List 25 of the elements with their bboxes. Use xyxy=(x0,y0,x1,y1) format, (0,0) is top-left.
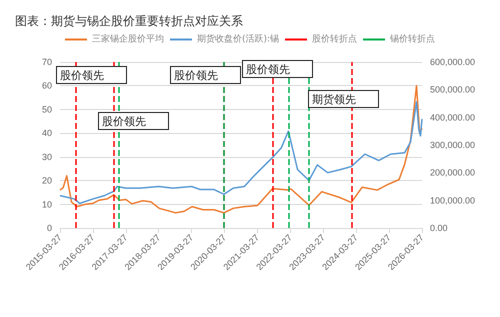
annotation: 股价领先 xyxy=(174,69,218,82)
y-tick-label: 70 xyxy=(42,57,52,67)
y-tick-label: 50 xyxy=(42,104,52,114)
annotation: 期货领先 xyxy=(312,93,356,106)
annotation: 股价领先 xyxy=(102,115,146,128)
y-tick-label: 20 xyxy=(42,176,52,186)
legend-label: 三家锡企股价平均 xyxy=(92,34,164,44)
y2-tick-label: 100,000.00 xyxy=(430,195,476,206)
annotation: 股价领先 xyxy=(246,63,290,76)
y-tick-label: 30 xyxy=(42,152,52,162)
y-tick-label: 10 xyxy=(42,199,52,210)
annotation: 股价领先 xyxy=(60,69,104,82)
y2-tick-label: 300,000.00 xyxy=(430,140,476,150)
legend-label: 股价转折点 xyxy=(312,34,358,44)
chart-title: 图表：期货与锡企股价重要转折点对应关系 xyxy=(15,14,243,28)
legend-label: 期货收盘价(活跃):锡 xyxy=(196,34,280,44)
y2-tick-label: 400,000.00 xyxy=(430,112,476,122)
y-tick-label: 0 xyxy=(46,223,52,233)
legend-label: 锡价转折点 xyxy=(389,34,436,44)
y2-tick-label: 200,000.00 xyxy=(430,168,476,178)
y2-tick-label: 500,000.00 xyxy=(430,84,476,95)
y2-tick-label: 600,000.00 xyxy=(430,57,476,67)
y2-tick-label: 0.00 xyxy=(430,223,448,233)
y-tick-label: 40 xyxy=(42,128,52,138)
y-tick-label: 60 xyxy=(42,80,52,91)
